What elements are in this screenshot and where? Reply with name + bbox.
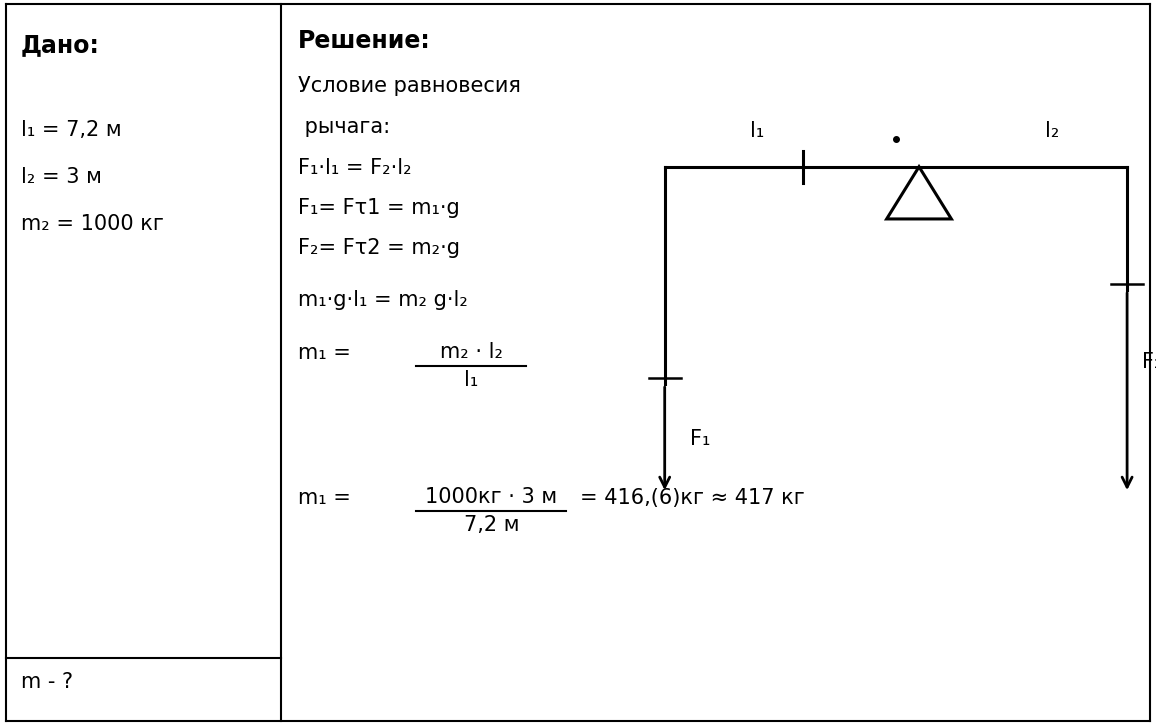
Text: Решение:: Решение: bbox=[298, 29, 431, 53]
Text: F₁: F₁ bbox=[690, 428, 711, 449]
Text: рычага:: рычага: bbox=[298, 117, 391, 138]
Text: F₂: F₂ bbox=[1142, 352, 1156, 373]
Text: l₂ = 3 м: l₂ = 3 м bbox=[21, 167, 102, 187]
Text: m₁ =: m₁ = bbox=[298, 343, 351, 363]
Text: = 416,(6)кг ≈ 417 кг: = 416,(6)кг ≈ 417 кг bbox=[580, 488, 805, 508]
Text: m₁ =: m₁ = bbox=[298, 488, 351, 508]
Text: Условие равновесия: Условие равновесия bbox=[298, 76, 521, 96]
Text: l₂: l₂ bbox=[1045, 121, 1059, 141]
Text: l₁: l₁ bbox=[464, 370, 479, 391]
Text: m - ?: m - ? bbox=[21, 671, 73, 692]
Text: F₂= Fτ2 = m₂·g: F₂= Fτ2 = m₂·g bbox=[298, 238, 460, 258]
Text: l₁ = 7,2 м: l₁ = 7,2 м bbox=[21, 120, 121, 140]
Text: 1000кг · 3 м: 1000кг · 3 м bbox=[425, 486, 557, 507]
Text: m₂ · l₂: m₂ · l₂ bbox=[439, 341, 503, 362]
Text: F₁= Fτ1 = m₁·g: F₁= Fτ1 = m₁·g bbox=[298, 198, 460, 218]
Text: Дано:: Дано: bbox=[21, 33, 99, 57]
Text: F₁·l₁ = F₂·l₂: F₁·l₁ = F₂·l₂ bbox=[298, 158, 412, 178]
Text: m₁·g·l₁ = m₂ g·l₂: m₁·g·l₁ = m₂ g·l₂ bbox=[298, 290, 468, 310]
Text: m₂ = 1000 кг: m₂ = 1000 кг bbox=[21, 214, 164, 234]
Text: l₁: l₁ bbox=[750, 121, 764, 141]
Text: 7,2 м: 7,2 м bbox=[464, 515, 519, 536]
